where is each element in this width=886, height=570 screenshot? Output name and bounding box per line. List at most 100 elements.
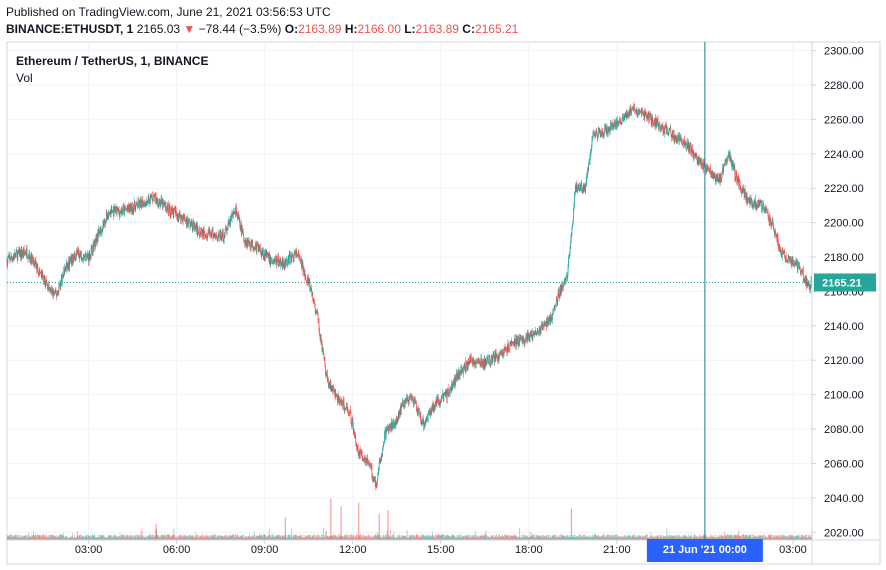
volume-bar [257, 534, 258, 540]
candle-body [658, 123, 659, 128]
volume-bar [12, 537, 14, 540]
candle-body [716, 175, 718, 180]
candle-body [180, 214, 182, 222]
volume-bar [359, 534, 361, 540]
candle-body [59, 283, 61, 285]
candle-body [66, 262, 68, 267]
candle-body [342, 403, 343, 407]
candle-body [106, 218, 108, 221]
volume-bar [729, 535, 731, 540]
candle-body [647, 112, 649, 118]
volume-bar [418, 537, 419, 540]
volume-bar [336, 535, 338, 540]
volume-bar [436, 536, 438, 540]
volume-bar [88, 535, 90, 540]
candle-body [598, 130, 600, 131]
candle-body [274, 259, 275, 262]
candle-body [196, 224, 198, 226]
volume-bar [7, 535, 8, 540]
volume-bar [773, 537, 774, 540]
candle-body [296, 250, 297, 256]
candle-body [547, 322, 549, 325]
candle-body [449, 388, 451, 393]
volume-bar [620, 537, 622, 540]
candle-body [439, 402, 440, 406]
volume-bar [597, 536, 598, 540]
volume-bar [380, 538, 382, 540]
candle-body [267, 254, 269, 256]
candle-body [686, 143, 687, 149]
volume-bar [400, 534, 402, 540]
candle-body [91, 245, 92, 248]
volume-bar [412, 537, 413, 540]
volume-bar [802, 534, 804, 540]
volume-bar [371, 537, 372, 540]
volume-bar [34, 535, 35, 540]
volume-bar [14, 534, 16, 540]
volume-bar [273, 534, 275, 540]
volume-bar [245, 537, 247, 540]
candle-body [361, 451, 363, 459]
volume-bar [492, 537, 494, 540]
candle-body [683, 139, 685, 144]
candle-body [724, 159, 726, 166]
candle-body [558, 296, 560, 298]
volume-bar [59, 534, 61, 540]
volume-bar [601, 536, 603, 540]
candle-body [682, 142, 684, 145]
candle-body [715, 175, 717, 182]
volume-bar [645, 534, 647, 540]
candle-body [154, 196, 156, 201]
volume-bar [786, 535, 788, 540]
candle-body [505, 347, 506, 352]
candle-body [138, 200, 140, 204]
volume-bar [516, 536, 518, 540]
volume-bar [103, 537, 105, 540]
candles[interactable] [6, 102, 812, 491]
volume-bar [732, 536, 734, 540]
candle-body [204, 231, 205, 237]
candle-body [544, 321, 545, 327]
candle-body [511, 342, 513, 344]
volume-bar [153, 534, 155, 540]
volume-bar [590, 535, 592, 540]
candle-body [99, 231, 100, 233]
candle-body [520, 337, 522, 339]
candle-body [575, 183, 577, 190]
volume-bar [735, 535, 737, 540]
volume-bar [461, 535, 462, 540]
candle-body [551, 317, 553, 320]
volume-bar [474, 536, 476, 540]
candle-body [135, 203, 137, 206]
volume-bar [74, 535, 75, 540]
volume-bar [384, 536, 386, 540]
volume-bar [390, 535, 392, 540]
volume-bar [561, 534, 563, 540]
candle-body [65, 266, 67, 269]
candle-body [311, 291, 313, 295]
candle-body [568, 257, 569, 268]
volume-bar [518, 536, 520, 540]
candle-body [397, 413, 399, 418]
volume-bar [139, 537, 141, 540]
volume-bar [124, 537, 126, 540]
volume-bar [53, 535, 55, 540]
volume-bar [305, 535, 307, 540]
volume-bar [780, 534, 782, 540]
candle-body [680, 138, 681, 141]
volume-bar [184, 537, 186, 540]
volume-bar [24, 535, 26, 540]
volume-bar [589, 537, 590, 540]
volume-bar [279, 535, 281, 540]
volume-bar [784, 535, 786, 540]
candle-body [673, 130, 675, 137]
volume-bar [148, 534, 150, 540]
candle-body [766, 209, 767, 213]
candle-body [450, 387, 451, 389]
volume-bar [332, 534, 334, 540]
candle-body [119, 212, 120, 217]
price-axis[interactable]: 2020.002040.002060.002080.002100.002120.… [811, 42, 876, 564]
volume-bar [588, 537, 590, 540]
candle-body [23, 248, 25, 253]
